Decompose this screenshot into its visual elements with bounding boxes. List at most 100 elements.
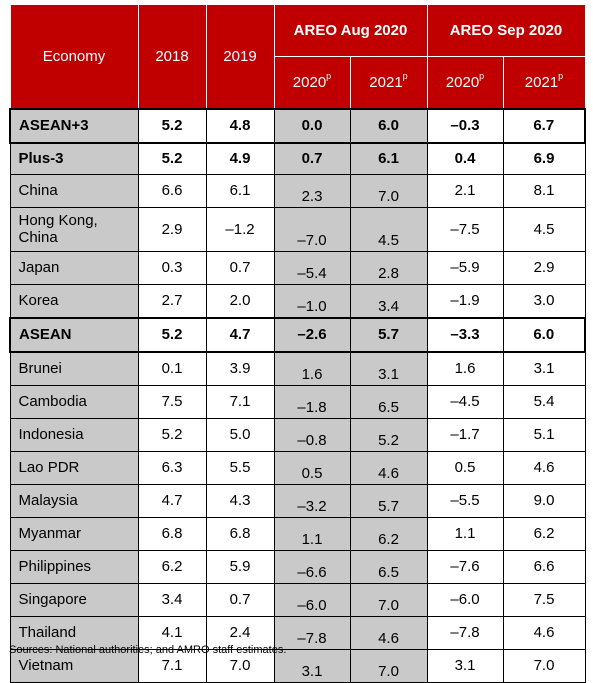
value-aug-2021: 6.2 (349, 517, 428, 551)
economy-name: Indonesia (9, 418, 139, 452)
value-aug-2021: 7.0 (349, 174, 428, 208)
value-aug-2021: 6.5 (349, 385, 428, 419)
value-2019: 5.5 (205, 451, 275, 485)
value-sep-2020: 3.1 (426, 649, 504, 683)
value-aug-2020: –2.6 (273, 316, 351, 353)
value-sep-2021: 6.9 (502, 142, 586, 175)
table-row: China 6.6 6.1 2.3 7.0 2.1 8.1 (9, 174, 586, 208)
value-sep-2020: 1.6 (426, 351, 504, 386)
value-sep-2020: –7.5 (426, 207, 504, 252)
table-row: Plus-3 5.2 4.9 0.7 6.1 0.4 6.9 (9, 142, 586, 175)
value-aug-2020: 1.6 (273, 351, 351, 386)
value-2018: 6.3 (137, 451, 207, 485)
value-sep-2021: 7.5 (502, 583, 586, 617)
value-aug-2020: –0.8 (273, 418, 351, 452)
value-2018: 3.4 (137, 583, 207, 617)
value-sep-2021: 6.0 (502, 316, 586, 353)
economy-name: Brunei (9, 351, 139, 386)
table-row: Philippines 6.2 5.9 –6.6 6.5 –7.6 6.6 (9, 550, 586, 584)
table-row: ASEAN+3 5.2 4.8 0.0 6.0 –0.3 6.7 (9, 107, 586, 144)
value-2018: 4.1 (137, 616, 207, 650)
value-sep-2020: –1.9 (426, 284, 504, 318)
value-2019: 6.8 (205, 517, 275, 551)
value-2018: 2.9 (137, 207, 207, 252)
value-2019: 2.0 (205, 284, 275, 318)
economy-name: ASEAN+3 (9, 107, 139, 144)
value-2019: 4.8 (205, 107, 275, 144)
economy-name: Myanmar (9, 517, 139, 551)
projection-mark: p (558, 71, 564, 82)
header-sep-2020: 2020p (426, 56, 504, 109)
value-2019: –1.2 (205, 207, 275, 252)
value-2019: 5.9 (205, 550, 275, 584)
value-aug-2021: 6.1 (349, 142, 428, 175)
value-sep-2021: 5.4 (502, 385, 586, 419)
value-2018: 0.1 (137, 351, 207, 386)
value-aug-2021: 4.6 (349, 616, 428, 650)
value-aug-2021: 7.0 (349, 583, 428, 617)
value-aug-2020: 0.5 (273, 451, 351, 485)
value-sep-2021: 4.6 (502, 451, 586, 485)
value-sep-2020: –4.5 (426, 385, 504, 419)
header-areo-aug: AREO Aug 2020 (273, 4, 428, 57)
value-sep-2020: –0.3 (426, 107, 504, 144)
value-sep-2021: 7.0 (502, 649, 586, 683)
value-aug-2020: –1.0 (273, 284, 351, 318)
economy-name: Lao PDR (9, 451, 139, 485)
economy-name: Korea (9, 284, 139, 318)
value-2018: 0.3 (137, 251, 207, 285)
projection-mark: p (479, 71, 485, 82)
table-row: Japan 0.3 0.7 –5.4 2.8 –5.9 2.9 (9, 251, 586, 285)
value-2018: 5.2 (137, 107, 207, 144)
value-aug-2021: 6.0 (349, 107, 428, 144)
economy-name: Philippines (9, 550, 139, 584)
value-2018: 6.8 (137, 517, 207, 551)
value-sep-2021: 6.6 (502, 550, 586, 584)
economy-name: Hong Kong, China (9, 207, 139, 252)
economy-name: China (9, 174, 139, 208)
value-aug-2020: 0.7 (273, 142, 351, 175)
value-2019: 4.7 (205, 316, 275, 353)
economy-name: Thailand (9, 616, 139, 650)
value-aug-2021: 4.6 (349, 451, 428, 485)
table-row: Indonesia 5.2 5.0 –0.8 5.2 –1.7 5.1 (9, 418, 586, 452)
value-sep-2020: –5.5 (426, 484, 504, 518)
value-aug-2020: –6.6 (273, 550, 351, 584)
value-aug-2021: 3.4 (349, 284, 428, 318)
value-aug-2021: 3.1 (349, 351, 428, 386)
value-sep-2021: 2.9 (502, 251, 586, 285)
value-sep-2021: 5.1 (502, 418, 586, 452)
value-2019: 7.1 (205, 385, 275, 419)
value-sep-2020: –3.3 (426, 316, 504, 353)
value-2018: 5.2 (137, 316, 207, 353)
value-aug-2020: 2.3 (273, 174, 351, 208)
value-sep-2021: 3.0 (502, 284, 586, 318)
economy-name: ASEAN (9, 316, 139, 353)
value-sep-2020: –7.8 (426, 616, 504, 650)
source-note: Sources: National authorities; and AMRO … (9, 644, 287, 656)
value-aug-2020: –3.2 (273, 484, 351, 518)
value-2019: 4.3 (205, 484, 275, 518)
value-sep-2021: 4.5 (502, 207, 586, 252)
value-sep-2020: 2.1 (426, 174, 504, 208)
economy-name: Singapore (9, 583, 139, 617)
value-2019: 5.0 (205, 418, 275, 452)
value-aug-2020: –7.0 (273, 207, 351, 252)
projection-mark: p (326, 71, 332, 82)
value-aug-2020: 0.0 (273, 107, 351, 144)
table-row: Singapore 3.4 0.7 –6.0 7.0 –6.0 7.5 (9, 583, 586, 617)
economy-name: Malaysia (9, 484, 139, 518)
value-aug-2021: 5.7 (349, 316, 428, 353)
value-aug-2020: –6.0 (273, 583, 351, 617)
value-sep-2020: 0.4 (426, 142, 504, 175)
value-aug-2021: 2.8 (349, 251, 428, 285)
value-2018: 6.2 (137, 550, 207, 584)
table-row: Hong Kong, China 2.9 –1.2 –7.0 4.5 –7.5 … (9, 207, 586, 252)
growth-table: Economy 2018 2019 AREO Aug 2020 AREO Sep… (9, 4, 586, 683)
value-2018: 6.6 (137, 174, 207, 208)
table-row: Myanmar 6.8 6.8 1.1 6.2 1.1 6.2 (9, 517, 586, 551)
value-2019: 0.7 (205, 251, 275, 285)
economy-name: Plus-3 (9, 142, 139, 175)
value-sep-2021: 6.2 (502, 517, 586, 551)
economy-name: Cambodia (9, 385, 139, 419)
